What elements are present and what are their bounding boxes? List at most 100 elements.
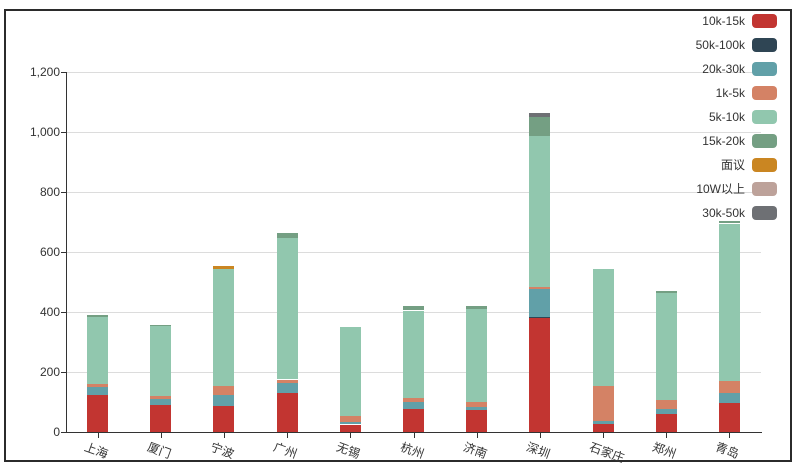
x-axis-tick [160, 433, 162, 438]
bar-segment[interactable] [276, 383, 298, 393]
x-axis-tick [603, 433, 605, 438]
bar-segment[interactable] [213, 405, 235, 432]
legend-label: 50k-100k [695, 38, 745, 52]
bar-segment[interactable] [150, 396, 172, 400]
bar-segment[interactable] [655, 293, 677, 400]
legend-item[interactable]: 30k-50k [702, 206, 777, 220]
legend-swatch [752, 86, 777, 100]
bar-segment[interactable] [276, 379, 298, 384]
chart-canvas: 0 200 400 600 800 1,000 1,200 上海 厦门 宁波 广州 无锡 杭州 济南 深圳 石… [4, 9, 792, 465]
legend-item[interactable]: 20k-30k [702, 62, 777, 76]
legend-swatch [752, 182, 777, 196]
bar-segment[interactable] [529, 317, 551, 318]
bar-segment[interactable] [339, 415, 361, 422]
bar-segment[interactable] [276, 237, 298, 380]
bar-segment[interactable] [213, 395, 235, 406]
bar-segment[interactable] [466, 402, 488, 408]
bar-segment[interactable] [150, 326, 172, 397]
legend-item[interactable]: 面议 [721, 158, 777, 172]
legend-swatch [752, 110, 777, 124]
bar-segment[interactable] [87, 387, 109, 396]
bar-segment[interactable] [339, 327, 361, 416]
legend-label: 10k-15k [702, 14, 745, 28]
y-axis-label: 600 [39, 245, 60, 259]
x-axis-label: 宁波 [208, 439, 236, 462]
legend-item[interactable]: 10k-15k [702, 14, 777, 28]
legend-label: 10W以上 [696, 182, 745, 196]
x-axis-tick [666, 433, 668, 438]
bar-segment[interactable] [655, 291, 677, 294]
bar-segment[interactable] [87, 384, 109, 388]
y-axis-label: 800 [39, 185, 60, 199]
legend-item[interactable]: 50k-100k [696, 38, 777, 52]
x-axis-label: 石家庄 [587, 439, 627, 466]
bar-segment[interactable] [403, 409, 424, 432]
bar-segment[interactable] [655, 409, 677, 414]
legend-swatch [752, 134, 777, 148]
legend-item[interactable]: 15k-20k [702, 134, 777, 148]
bar-segment[interactable] [466, 410, 488, 432]
bar-segment[interactable] [403, 310, 424, 399]
bar-segment[interactable] [529, 317, 551, 432]
bar-segment[interactable] [718, 221, 740, 224]
bar-segment[interactable] [403, 306, 424, 311]
bar-segment[interactable] [339, 424, 361, 432]
bar-segment[interactable] [529, 113, 551, 117]
bar-segment[interactable] [529, 116, 551, 136]
y-axis-tick [61, 372, 66, 373]
x-axis-label: 青岛 [713, 439, 742, 462]
bar-segment[interactable] [87, 395, 109, 432]
legend-label: 面议 [720, 158, 745, 172]
bar-segment[interactable] [150, 405, 172, 432]
plot-area: 0 200 400 600 800 1,000 1,200 上海 厦门 宁波 广州 无锡 杭州 济南 深圳 石… [6, 11, 790, 465]
bar-segment[interactable] [276, 393, 298, 432]
legend-item[interactable]: 10W以上 [696, 182, 777, 196]
bar-segment[interactable] [592, 269, 614, 386]
y-axis-tick [61, 72, 66, 73]
bar-segment[interactable] [529, 289, 551, 318]
legend-swatch [752, 14, 777, 28]
x-axis-label: 上海 [82, 439, 110, 462]
bar-segment[interactable] [150, 399, 172, 405]
bar-segment[interactable] [466, 407, 488, 411]
bar-segment[interactable] [466, 306, 488, 309]
bar-segment[interactable] [403, 398, 424, 402]
x-axis-label: 深圳 [524, 439, 552, 462]
legend-item[interactable]: 5k-10k [709, 110, 777, 124]
bar-segment[interactable] [718, 402, 740, 432]
legend-label: 20k-30k [702, 62, 745, 76]
legend-item[interactable]: 1k-5k [716, 86, 777, 100]
bar-segment[interactable] [718, 393, 740, 403]
bar-segment[interactable] [87, 317, 109, 385]
bar-segment[interactable] [592, 423, 614, 432]
bar-segment[interactable] [150, 324, 172, 327]
bar-segment[interactable] [718, 223, 740, 382]
legend: 10k-15k 50k-100k 20k-30k 1k-5k 5k-10k 15k-20k… [696, 14, 777, 220]
bar-segment[interactable] [592, 420, 614, 424]
bar-segment[interactable] [213, 265, 235, 269]
bar-segment[interactable] [213, 268, 235, 386]
bar-segment[interactable] [718, 381, 740, 394]
bar-segment[interactable] [529, 135, 551, 287]
legend-label: 30k-50k [702, 206, 745, 220]
y-axis-tick [61, 252, 66, 253]
x-axis-tick [350, 433, 352, 438]
x-axis-label: 济南 [461, 439, 489, 462]
bar-segment[interactable] [529, 286, 551, 290]
bar-segment[interactable] [403, 402, 424, 410]
bar-segment[interactable] [592, 385, 614, 421]
bar-segment[interactable] [655, 399, 677, 410]
x-axis-label: 杭州 [398, 439, 426, 462]
bar-segment[interactable] [276, 233, 298, 238]
bar-segment[interactable] [87, 314, 109, 318]
y-axis-tick [61, 432, 66, 433]
gridline [66, 132, 761, 133]
x-axis-tick [223, 433, 225, 438]
y-axis-label: 0 [53, 425, 60, 439]
bar-segment[interactable] [655, 414, 677, 432]
x-axis-tick [729, 433, 731, 438]
x-axis-tick [287, 433, 289, 438]
bar-segment[interactable] [213, 385, 235, 396]
bar-segment[interactable] [339, 421, 361, 425]
bar-segment[interactable] [466, 308, 488, 402]
